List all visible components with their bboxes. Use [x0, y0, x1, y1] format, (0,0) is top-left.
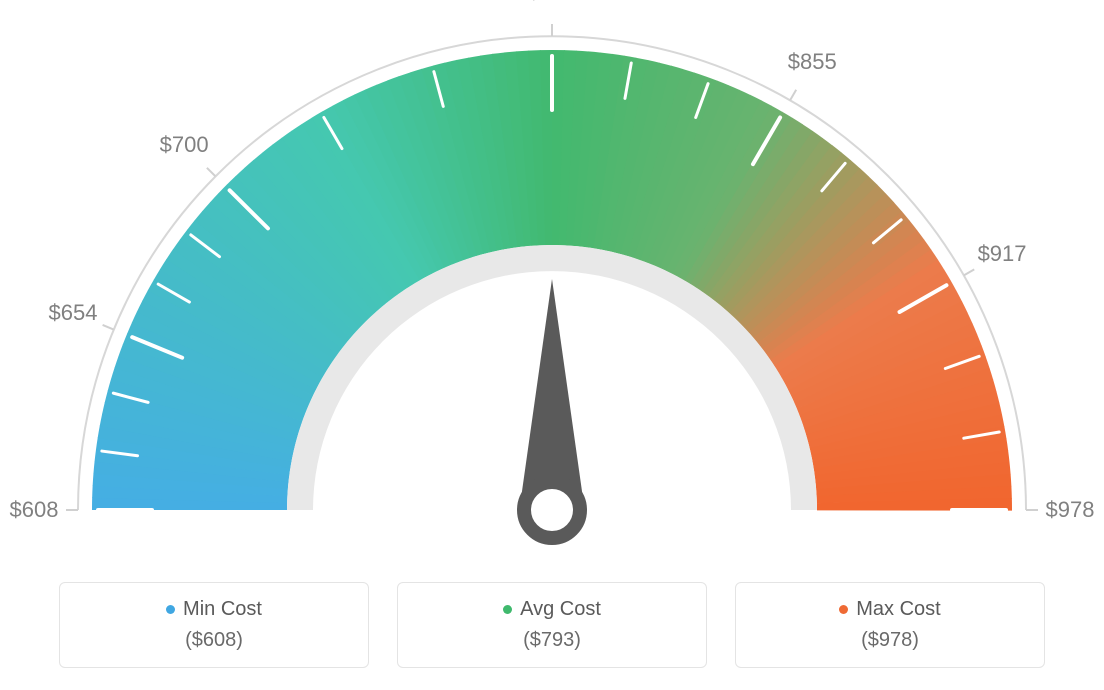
- legend-top-max: Max Cost: [839, 598, 940, 621]
- chart-container: $608 $654 $700 $793 $855 $917 $978 Min Cost ($…: [0, 0, 1104, 690]
- legend-top-min: Min Cost: [166, 598, 262, 621]
- tick-label: $855: [788, 49, 837, 75]
- legend-top-avg: Avg Cost: [503, 598, 601, 621]
- legend-card-avg: Avg Cost ($793): [397, 582, 707, 668]
- gauge-svg: [0, 0, 1104, 560]
- tick-label: $700: [160, 132, 209, 158]
- legend-value-avg: ($793): [523, 629, 581, 652]
- gauge-area: $608 $654 $700 $793 $855 $917 $978: [0, 0, 1104, 560]
- legend-dot-min: [166, 605, 175, 614]
- legend-dot-max: [839, 605, 848, 614]
- tick-label: $608: [10, 497, 59, 523]
- tick-label: $917: [978, 241, 1027, 267]
- legend-label-avg: Avg Cost: [520, 598, 601, 621]
- legend-value-max: ($978): [861, 629, 919, 652]
- legend-label-min: Min Cost: [183, 598, 262, 621]
- legend-row: Min Cost ($608) Avg Cost ($793) Max Cost…: [0, 582, 1104, 668]
- legend-label-max: Max Cost: [856, 598, 940, 621]
- tick-label: $978: [1046, 497, 1095, 523]
- legend-dot-avg: [503, 605, 512, 614]
- legend-value-min: ($608): [185, 629, 243, 652]
- legend-card-min: Min Cost ($608): [59, 582, 369, 668]
- tick-label: $654: [49, 300, 98, 326]
- tick-label: $793: [528, 0, 577, 5]
- legend-card-max: Max Cost ($978): [735, 582, 1045, 668]
